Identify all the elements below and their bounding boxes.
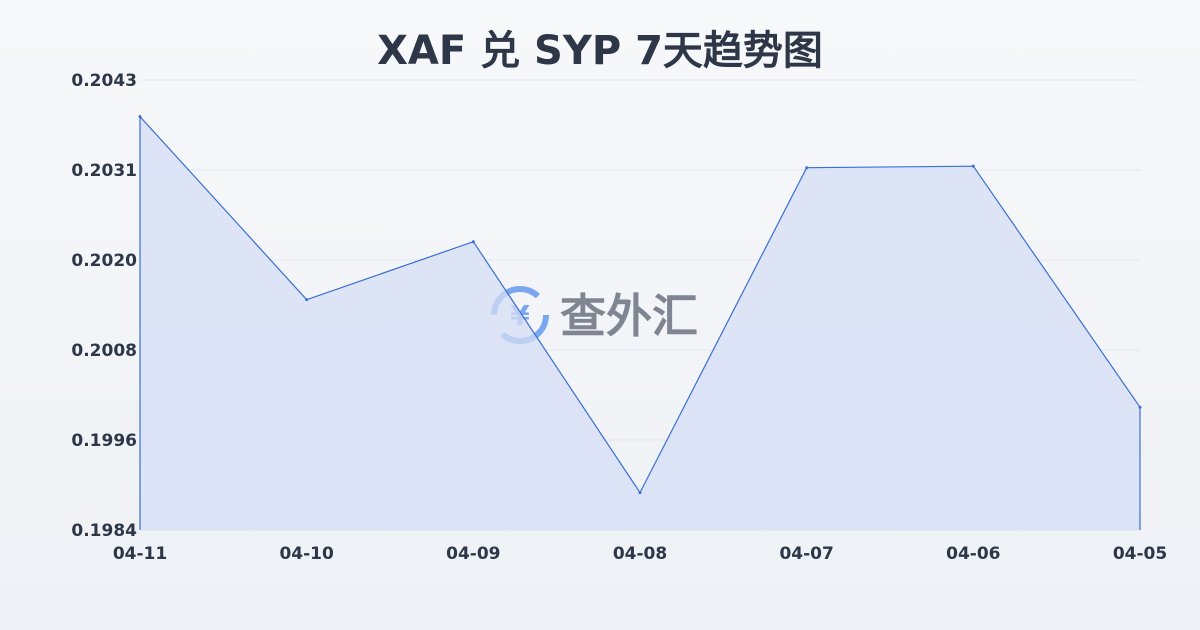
y-tick-label: 0.1984 <box>71 521 137 541</box>
x-tick-label: 04-05 <box>1113 544 1167 564</box>
y-tick-label: 0.2031 <box>71 161 137 181</box>
x-tick-label: 04-09 <box>446 544 500 564</box>
x-tick-label: 04-10 <box>279 544 334 564</box>
y-tick-label: 0.1996 <box>71 431 137 451</box>
data-point-04-08 <box>638 491 642 495</box>
area-fill <box>140 116 1140 530</box>
data-point-04-06 <box>971 164 975 168</box>
y-tick-label: 0.2020 <box>71 251 137 271</box>
chart-title: XAF 兑 SYP 7天趋势图 <box>377 28 823 74</box>
data-point-04-11 <box>138 115 142 119</box>
x-tick-label: 04-07 <box>779 544 833 564</box>
data-point-04-10 <box>305 298 309 302</box>
watermark-text: 查外汇 <box>560 289 698 343</box>
x-tick-label: 04-06 <box>946 544 1000 564</box>
data-point-04-09 <box>471 240 475 244</box>
data-point-04-05 <box>1138 405 1142 409</box>
data-point-04-07 <box>805 166 809 170</box>
y-tick-label: 0.2043 <box>71 71 137 91</box>
x-tick-label: 04-08 <box>613 544 667 564</box>
x-tick-label: 04-11 <box>113 544 167 564</box>
y-tick-label: 0.2008 <box>71 341 137 361</box>
